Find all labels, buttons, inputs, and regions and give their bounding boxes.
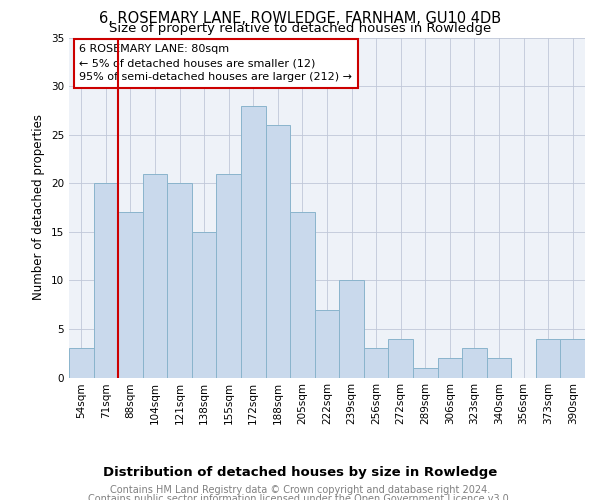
Bar (69, 348, 94, 378)
Bar (364, 348, 388, 378)
Text: 6, ROSEMARY LANE, ROWLEDGE, FARNHAM, GU10 4DB: 6, ROSEMARY LANE, ROWLEDGE, FARNHAM, GU1… (99, 11, 501, 26)
Text: Contains public sector information licensed under the Open Government Licence v3: Contains public sector information licen… (88, 494, 512, 500)
Bar (339, 280, 364, 378)
Bar (94, 183, 118, 378)
Bar (217, 174, 241, 378)
Text: 6 ROSEMARY LANE: 80sqm
← 5% of detached houses are smaller (12)
95% of semi-deta: 6 ROSEMARY LANE: 80sqm ← 5% of detached … (79, 44, 352, 82)
Bar (536, 338, 560, 378)
Bar (266, 125, 290, 378)
Bar (388, 338, 413, 378)
Bar (118, 212, 143, 378)
Bar (167, 183, 192, 378)
Bar (437, 358, 462, 378)
Bar (413, 368, 437, 378)
Text: Distribution of detached houses by size in Rowledge: Distribution of detached houses by size … (103, 466, 497, 479)
Bar (487, 358, 511, 378)
Bar (192, 232, 217, 378)
Bar (462, 348, 487, 378)
Bar (290, 212, 315, 378)
Bar (143, 174, 167, 378)
Y-axis label: Number of detached properties: Number of detached properties (32, 114, 46, 300)
Bar (560, 338, 585, 378)
Text: Contains HM Land Registry data © Crown copyright and database right 2024.: Contains HM Land Registry data © Crown c… (110, 485, 490, 495)
Text: Size of property relative to detached houses in Rowledge: Size of property relative to detached ho… (109, 22, 491, 35)
Bar (315, 310, 339, 378)
Bar (241, 106, 266, 378)
